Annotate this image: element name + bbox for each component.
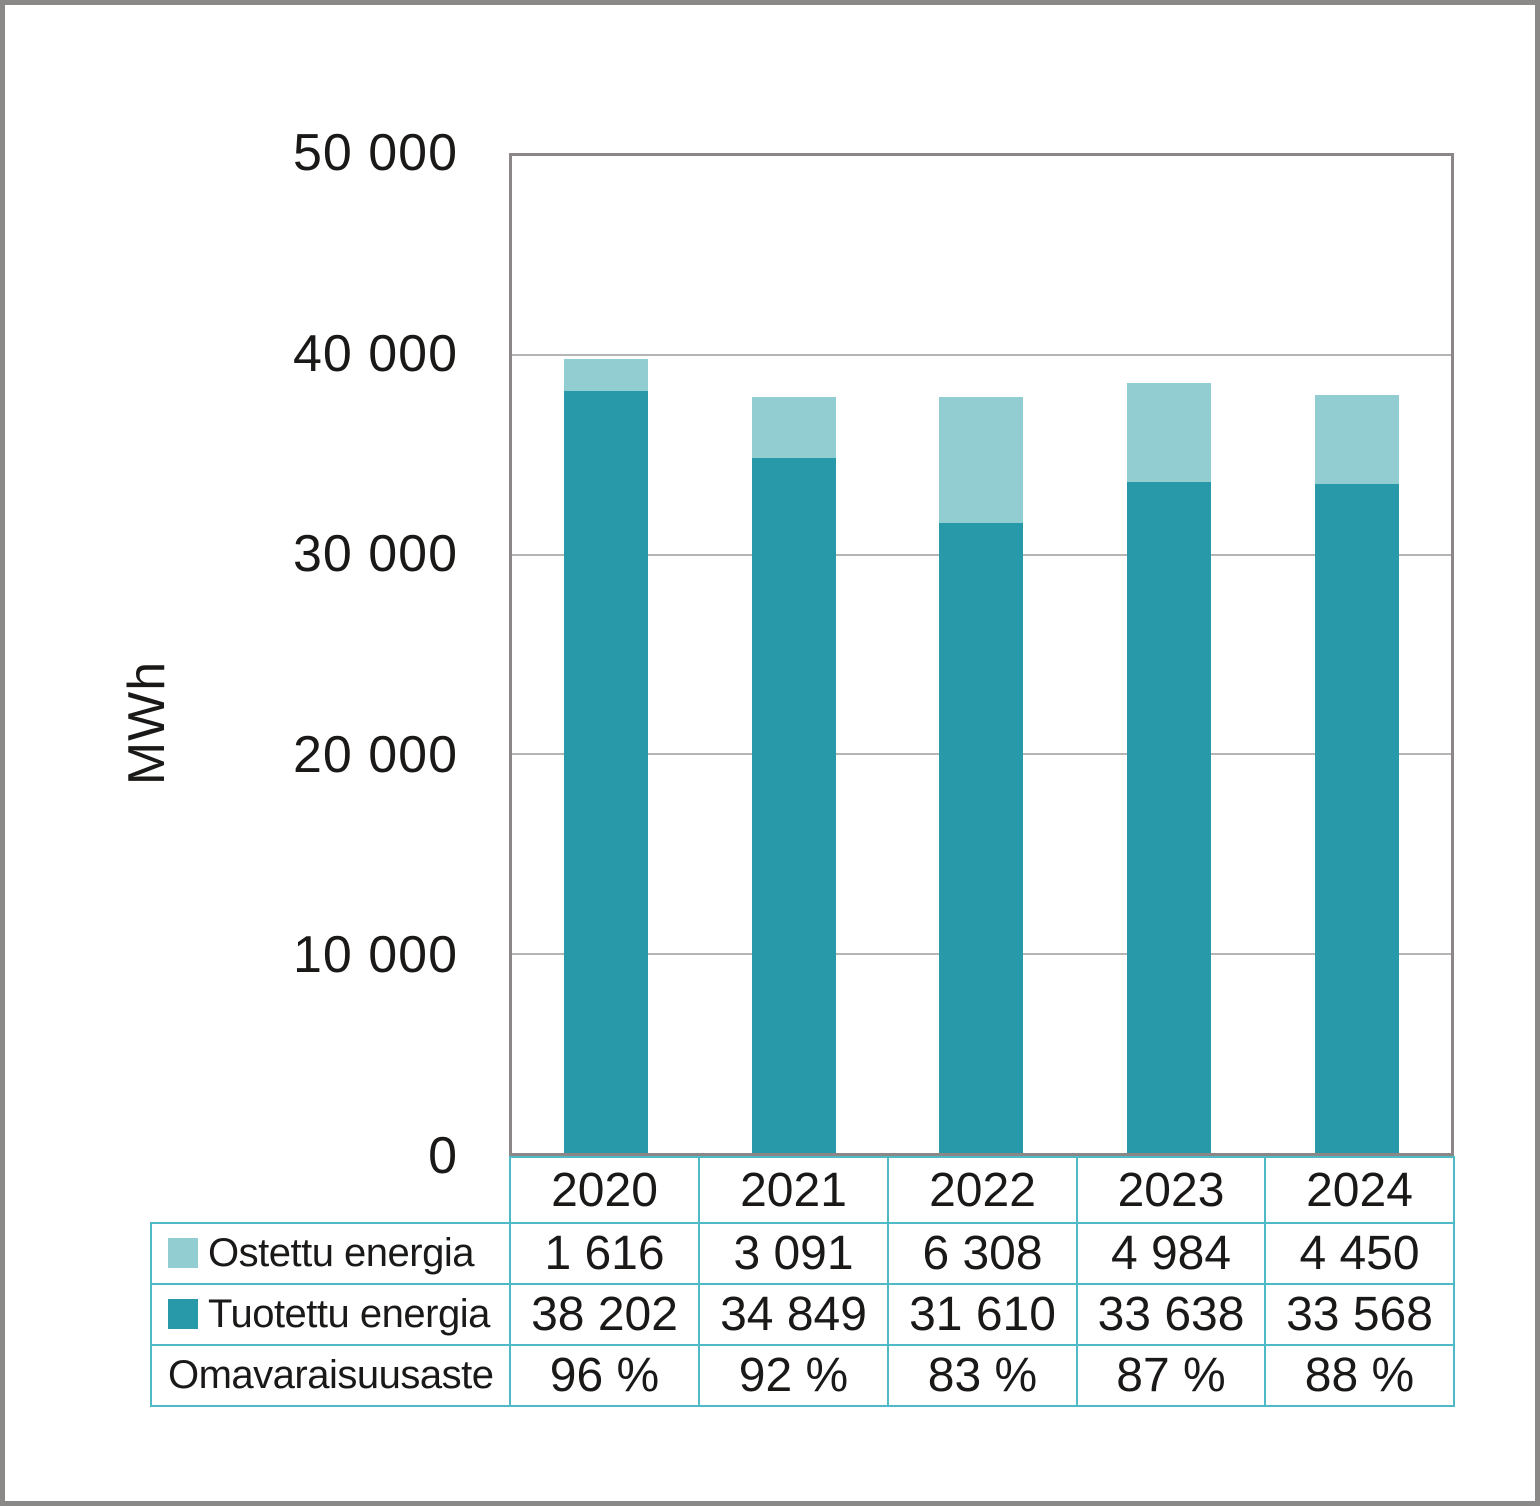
value-cell: 31 610 [887,1283,1078,1346]
data-table-body: 2020 2021 2022 2023 2024 Ostettu energia 1 616… [150,1156,1455,1407]
y-tick-label: 20 000 [292,725,458,784]
bar-segment-produced [939,522,1024,1153]
bar-column-2024 [1263,156,1451,1153]
bar-column-2023 [1075,156,1263,1153]
stacked-bar [751,156,836,1153]
value-cell: 34 849 [698,1283,889,1346]
year-header-cell: 2022 [887,1156,1078,1224]
value-cell: 92 % [698,1344,889,1407]
value-cell: 38 202 [509,1283,700,1346]
bar-segment-purchased [1315,394,1400,484]
table-row: Omavaraisuusaste 96 % 92 % 83 % 87 % 88 % [150,1344,1455,1407]
y-tick-label: 0 [428,1127,458,1185]
y-axis-tick-labels: 0 10 000 20 000 30 000 40 000 50 000 [140,124,458,1185]
data-table: 2020 2021 2022 2023 2024 Ostettu energia 1 616… [150,1156,1455,1407]
value-cell: 4 984 [1076,1222,1266,1285]
stacked-bar [563,156,648,1153]
y-tick-label: 50 000 [292,124,458,182]
bar-segment-produced [751,458,836,1153]
y-tick-label: 40 000 [292,324,458,383]
y-tick-label: 10 000 [292,926,458,985]
bar-column-2022 [888,156,1076,1153]
year-header-cell: 2021 [698,1156,889,1224]
row-label-text: Omavaraisuusaste [168,1353,494,1397]
bar-segment-produced [563,391,648,1153]
value-cell: 96 % [509,1344,700,1407]
plot-inner [512,156,1451,1153]
stacked-bar [1127,156,1212,1153]
year-header-cell: 2024 [1264,1156,1455,1224]
row-label-cell: Ostettu energia [150,1222,511,1285]
bar-segment-purchased [939,396,1024,523]
bar-segment-purchased [1127,382,1212,483]
value-cell: 3 091 [698,1222,889,1285]
value-cell: 33 568 [1264,1283,1455,1346]
value-cell: 87 % [1076,1344,1266,1407]
value-cell: 83 % [887,1344,1078,1407]
bar-segment-purchased [563,359,648,392]
stacked-bar [1315,156,1400,1153]
bar-column-2021 [700,156,888,1153]
value-cell: 6 308 [887,1222,1078,1285]
bar-segment-produced [1315,483,1400,1153]
row-label-cell: Tuotettu energia [150,1283,511,1346]
row-label-cell: Omavaraisuusaste [150,1344,511,1407]
table-row: Tuotettu energia 38 202 34 849 31 610 33 638… [150,1283,1455,1346]
legend-swatch-produced [168,1299,198,1329]
row-label-text: Ostettu energia [208,1231,475,1275]
table-row: Ostettu energia 1 616 3 091 6 308 4 984 4 450 [150,1222,1455,1285]
value-cell: 1 616 [509,1222,700,1285]
bar-segment-produced [1127,482,1212,1153]
table-corner-empty [151,1157,510,1223]
year-header-cell: 2020 [509,1156,700,1224]
table-header-row: 2020 2021 2022 2023 2024 [151,1156,1455,1224]
value-cell: 4 450 [1264,1222,1455,1285]
row-label-text: Tuotettu energia [208,1292,490,1336]
year-header-cell: 2023 [1076,1156,1266,1224]
value-cell: 88 % [1264,1344,1455,1407]
gridline [512,354,1451,357]
stacked-bar [939,156,1024,1153]
value-cell: 33 638 [1076,1283,1266,1346]
bar-column-2020 [512,156,700,1153]
y-tick-label: 30 000 [292,525,458,584]
plot-area [509,153,1454,1156]
legend-swatch-purchased [168,1238,198,1268]
bar-segment-purchased [751,396,836,459]
